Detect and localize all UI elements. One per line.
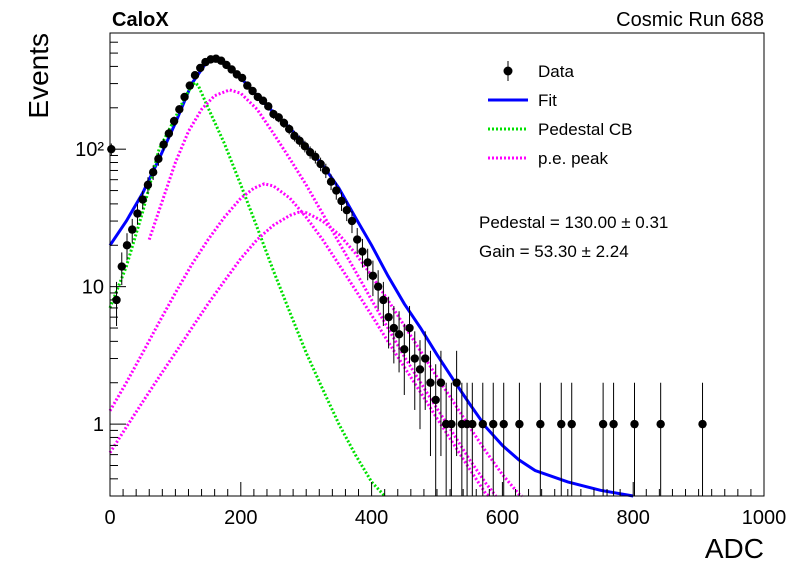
data-point [421, 354, 430, 363]
data-point [279, 118, 289, 128]
data-point [698, 419, 707, 429]
data-point [436, 378, 446, 387]
data-point [337, 196, 346, 206]
data-point [133, 209, 142, 218]
data-point [536, 419, 545, 429]
data-point [656, 419, 665, 429]
data-point [468, 419, 477, 429]
data-point [557, 419, 566, 429]
legend-data-marker [503, 66, 513, 76]
data-point [159, 140, 168, 149]
data-point [447, 419, 456, 429]
data-point [180, 92, 189, 102]
data-point [128, 225, 137, 234]
data-point [300, 142, 310, 151]
data-point [598, 419, 608, 429]
data-point [196, 63, 205, 73]
data-point [117, 262, 126, 271]
data-point [243, 81, 252, 90]
x-tick-label: 200 [224, 507, 257, 529]
legend-data-label: Data [538, 62, 574, 81]
x-tick-label: 1000 [742, 507, 787, 529]
y-axis-label: Events [23, 33, 54, 119]
data-point [138, 195, 147, 204]
data-point [185, 81, 194, 90]
data-point [410, 354, 419, 363]
data-point [415, 365, 425, 374]
data-point [284, 124, 294, 134]
data-point [478, 419, 487, 429]
data-point [342, 205, 351, 215]
data-point [379, 295, 388, 305]
data-point [400, 345, 409, 354]
data-point [426, 378, 435, 387]
legend: Data Fit Pedestal CB p.e. peak [488, 61, 633, 168]
y-tick-label: 10 [82, 277, 104, 299]
x-tick-label: 800 [617, 507, 650, 529]
x-tick-label: 0 [104, 507, 115, 529]
data-point [227, 65, 236, 74]
data-point [175, 105, 184, 114]
data-point [452, 378, 461, 387]
data-point [295, 136, 304, 146]
data-point [609, 419, 618, 429]
data-point [154, 154, 163, 164]
legend-pe_peak-label: p.e. peak [538, 149, 608, 168]
data-point [630, 419, 639, 429]
x-axis-label: ADC [705, 533, 764, 564]
gain-stat: Gain = 53.30 ± 2.24 [479, 242, 629, 261]
legend-fit-label: Fit [538, 91, 557, 110]
data-point [499, 419, 508, 429]
data-point [389, 323, 399, 333]
data-point [290, 131, 299, 141]
data-point [489, 419, 498, 429]
data-point [122, 241, 132, 250]
pe_peak-curve [147, 88, 498, 497]
chart-subtitle: Cosmic Run 688 [616, 9, 764, 31]
data-point [567, 419, 576, 429]
pedestal-stat: Pedestal = 130.00 ± 0.31 [479, 213, 668, 232]
pedestal-curve [108, 80, 386, 498]
data-point [405, 323, 414, 333]
data-layer [107, 54, 707, 496]
y-tick-label: 1 [93, 414, 104, 436]
legend-pedestal-label: Pedestal CB [538, 120, 633, 139]
chart-title: CaloX [112, 9, 169, 31]
data-point [515, 419, 524, 429]
data-point [143, 180, 153, 190]
pe_peak-curve [108, 182, 491, 498]
data-point [394, 330, 404, 339]
data-point [248, 86, 257, 96]
data-point [316, 159, 325, 169]
data-point [169, 116, 179, 126]
data-point [363, 258, 372, 267]
data-point [164, 129, 174, 138]
axes-layer: 0 200 400 600 800 1000 1 10 10² [75, 32, 787, 529]
data-point [373, 282, 383, 291]
data-point [353, 235, 362, 244]
data-point [358, 247, 367, 256]
data-point [332, 186, 341, 195]
data-point [258, 96, 268, 105]
data-point [274, 113, 283, 122]
data-point [384, 312, 393, 322]
x-tick-label: 600 [486, 507, 519, 529]
data-point [237, 73, 247, 83]
data-point [347, 216, 357, 226]
data-point [321, 166, 331, 175]
y-tick-label: 10² [75, 139, 104, 161]
data-point [368, 271, 378, 280]
x-tick-label: 400 [355, 507, 388, 529]
data-point [148, 168, 158, 177]
data-point [326, 177, 336, 186]
data-point [311, 152, 320, 162]
data-point [264, 102, 273, 111]
data-point [431, 395, 440, 405]
data-point [190, 71, 200, 80]
